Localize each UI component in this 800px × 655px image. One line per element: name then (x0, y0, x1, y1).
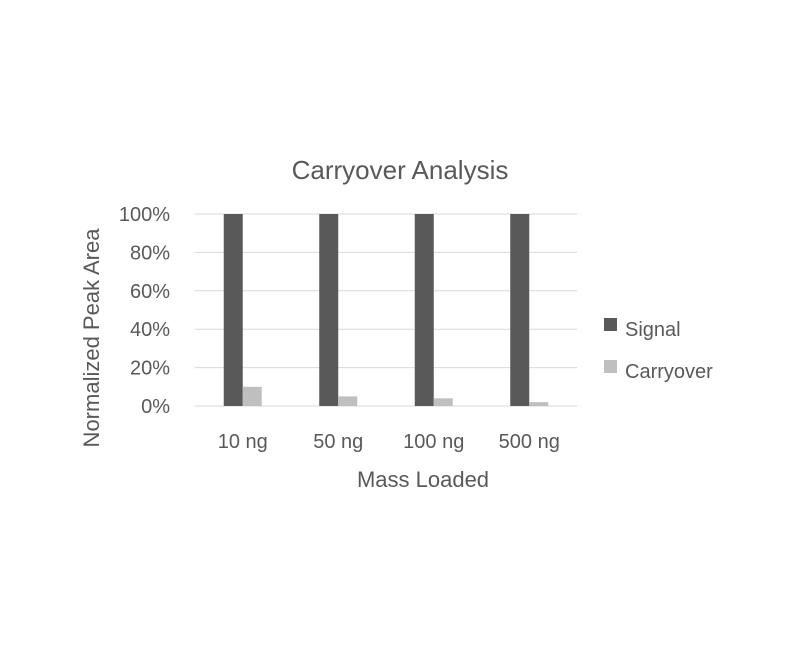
legend-swatch-carryover (604, 360, 617, 373)
chart-title: Carryover Analysis (292, 155, 509, 185)
bars (223, 214, 549, 406)
x-tick-label: 500 ng (499, 431, 560, 453)
bar-signal (510, 214, 530, 406)
y-axis-ticks: 0% 20% 40% 60% 80% 100% (119, 204, 170, 418)
legend-swatch-signal (604, 318, 617, 331)
x-tick-label: 10 ng (218, 431, 268, 453)
y-tick-label: 20% (130, 358, 170, 380)
y-tick-label: 60% (130, 281, 170, 303)
bar-carryover (529, 402, 549, 406)
y-tick-label: 80% (130, 242, 170, 264)
legend-label-signal: Signal (625, 319, 681, 341)
x-tick-label: 100 ng (403, 431, 464, 453)
legend: Signal Carryover (604, 318, 713, 383)
bar-carryover (433, 398, 453, 406)
bar-carryover (242, 386, 262, 406)
x-axis-ticks: 10 ng 50 ng 100 ng 500 ng (218, 431, 560, 453)
y-tick-label: 100% (119, 204, 170, 226)
legend-label-carryover: Carryover (625, 361, 713, 383)
x-axis-title: Mass Loaded (357, 467, 489, 492)
bar-carryover (338, 396, 358, 406)
y-axis-title: Normalized Peak Area (79, 228, 104, 448)
y-tick-label: 0% (141, 396, 170, 418)
bar-signal (319, 214, 339, 406)
bar-signal (414, 214, 434, 406)
x-tick-label: 50 ng (313, 431, 363, 453)
bar-signal (223, 214, 243, 406)
y-tick-label: 40% (130, 319, 170, 341)
